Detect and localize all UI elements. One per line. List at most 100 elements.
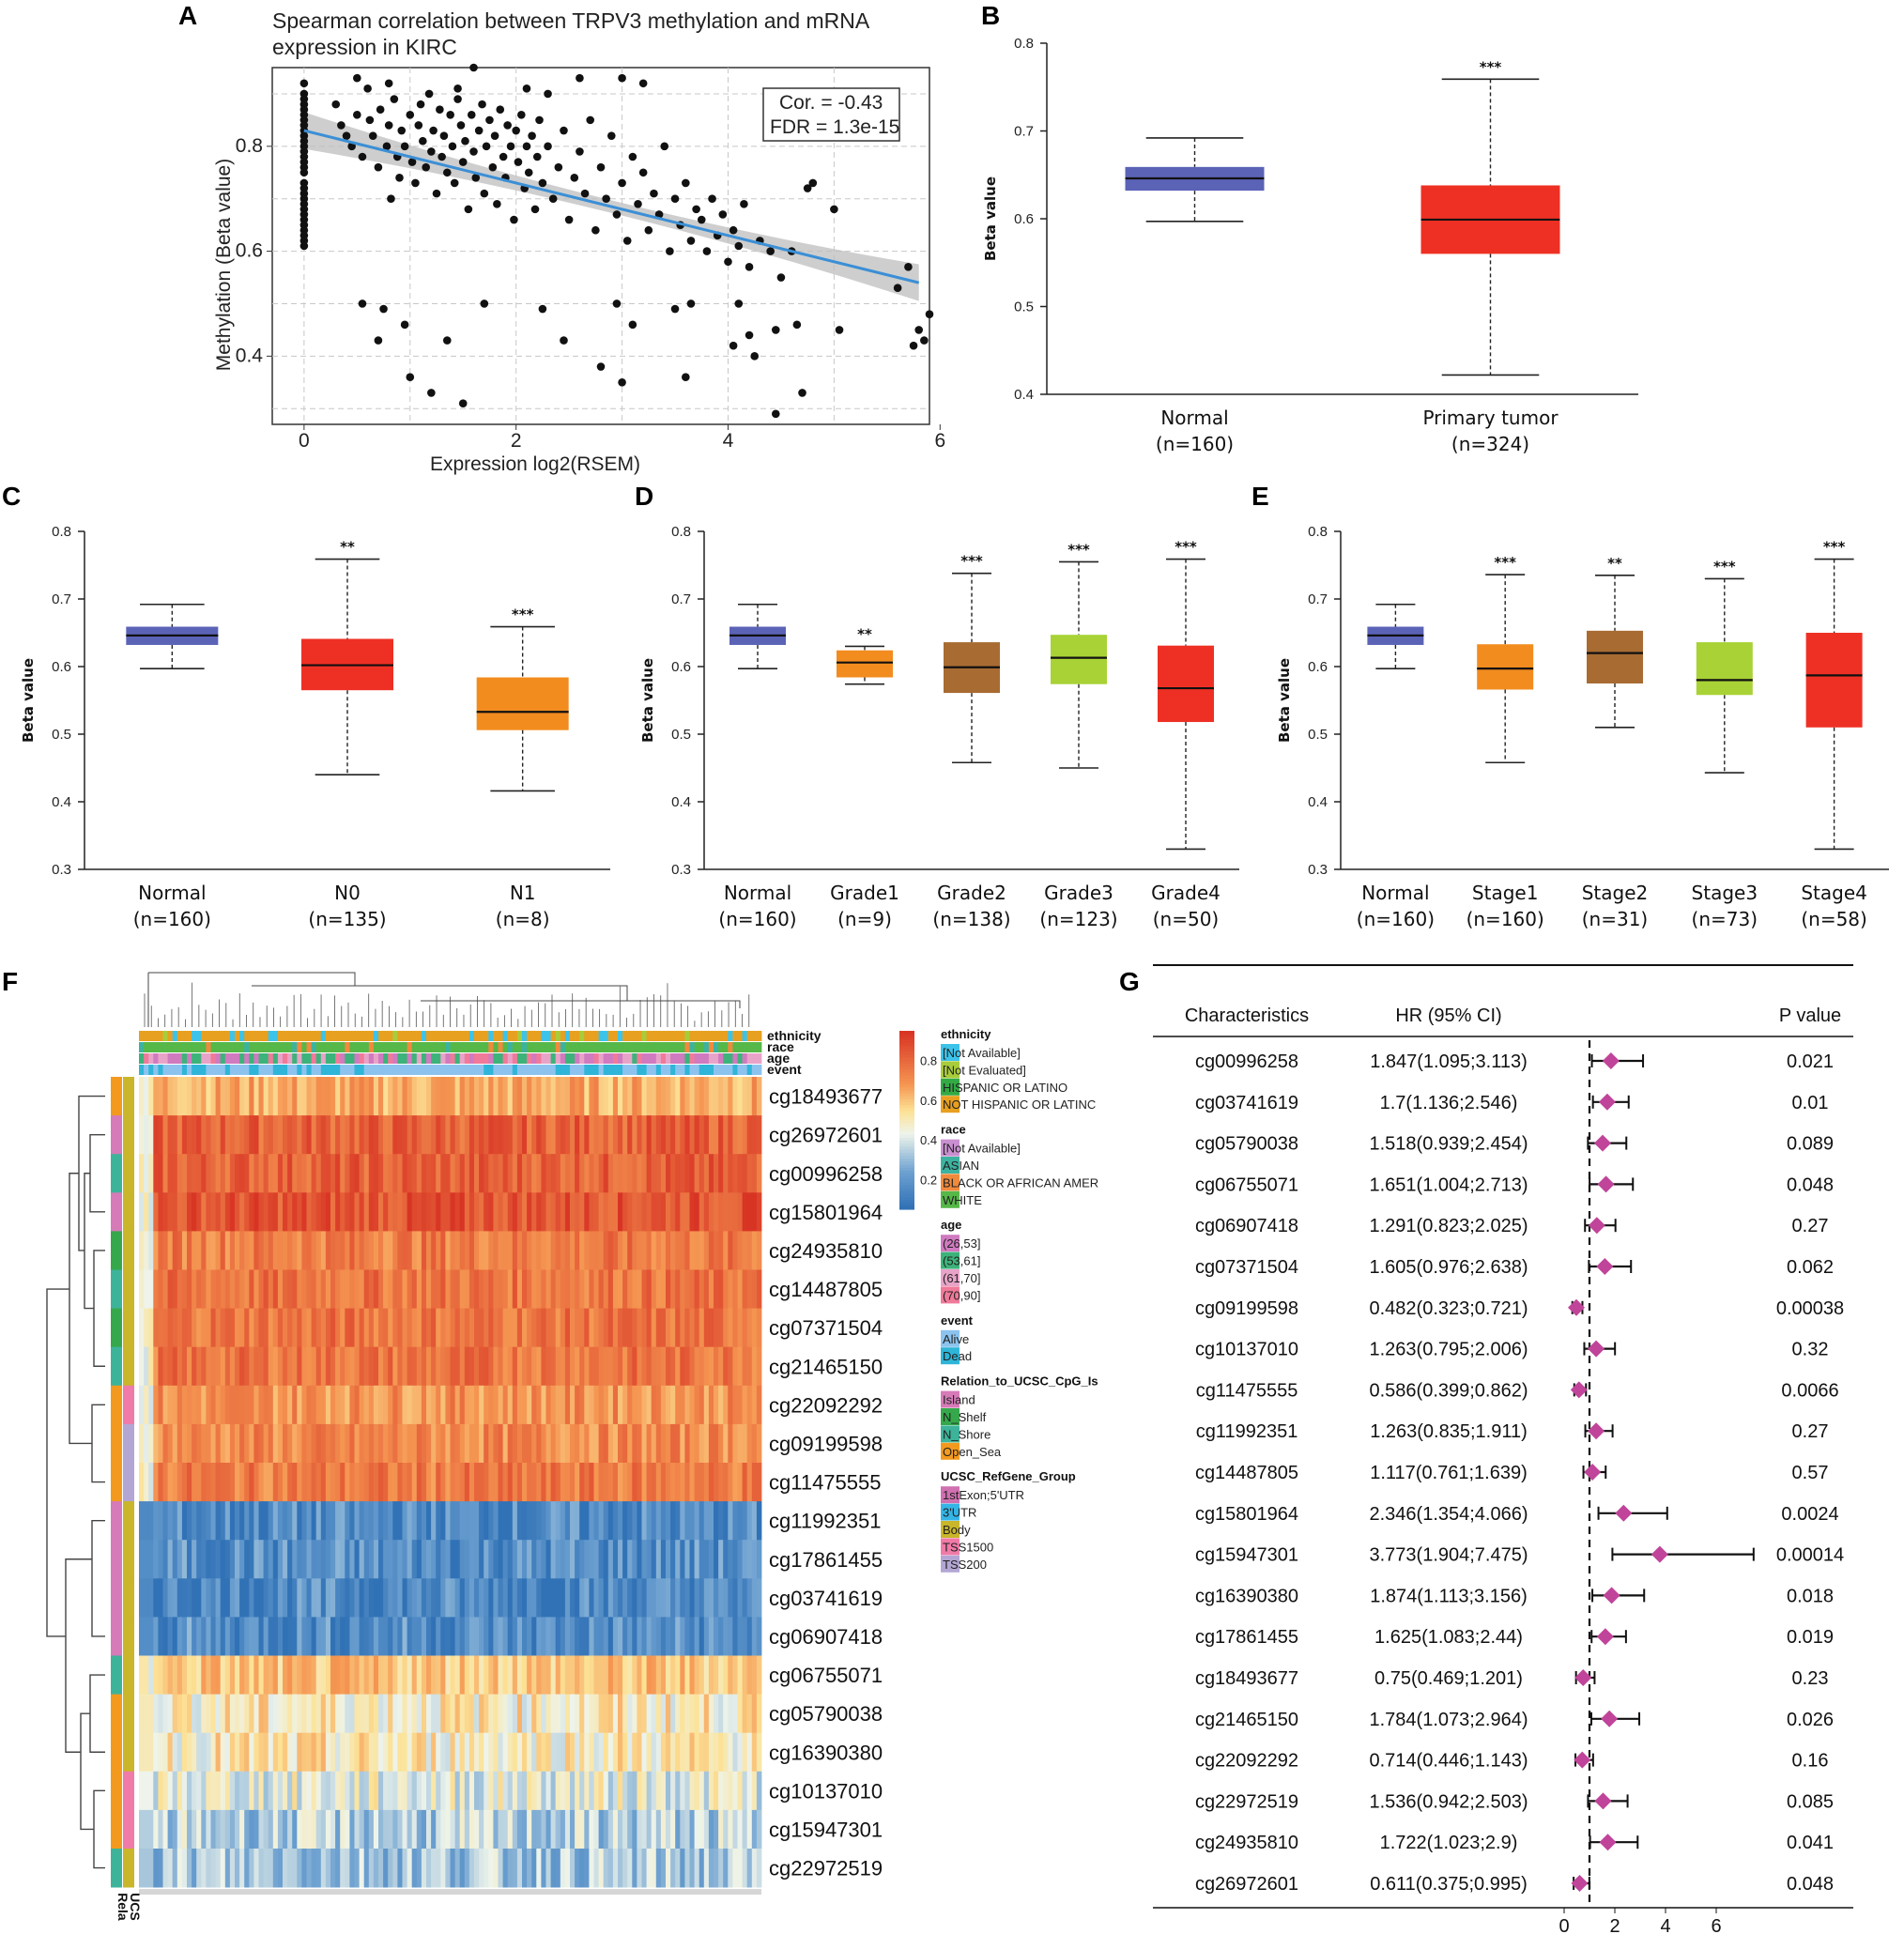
heatmap-cell bbox=[253, 1617, 259, 1656]
heatmap-cell bbox=[416, 1385, 422, 1425]
heatmap-cell bbox=[646, 1308, 653, 1348]
row-probe-label: cg16390380 bbox=[769, 1741, 883, 1764]
heatmap-cell bbox=[373, 1115, 379, 1155]
heatmap-cell bbox=[402, 1231, 407, 1270]
heatmap-cell bbox=[737, 1269, 743, 1309]
heatmap-cell bbox=[646, 1849, 653, 1888]
annotation-track-cell bbox=[215, 1042, 222, 1052]
heatmap-cell bbox=[244, 1617, 250, 1656]
heatmap-cell bbox=[445, 1308, 451, 1348]
annotation-track-cell bbox=[468, 1042, 475, 1052]
annotation-track-cell bbox=[277, 1065, 284, 1075]
heatmap-cell bbox=[320, 1809, 327, 1850]
heatmap-cell bbox=[139, 1463, 145, 1502]
annotation-track-cell bbox=[474, 1031, 480, 1041]
heatmap-cell bbox=[210, 1154, 216, 1193]
heatmap-cell bbox=[560, 1849, 566, 1888]
heatmap-cell bbox=[484, 1385, 489, 1425]
heatmap-cell bbox=[584, 1385, 590, 1425]
heatmap-cell bbox=[187, 1154, 192, 1193]
heatmap-cell bbox=[502, 1655, 509, 1695]
legend-item-label: [Not Available] bbox=[943, 1046, 1021, 1060]
heatmap-cell bbox=[167, 1423, 174, 1464]
heatmap-cell bbox=[502, 1385, 509, 1425]
annotation-track-cell bbox=[139, 1031, 145, 1041]
heatmap-cell bbox=[522, 1385, 528, 1425]
heatmap-cell bbox=[742, 1732, 748, 1773]
annotation-track-cell bbox=[196, 1065, 202, 1075]
scatter-point bbox=[467, 110, 476, 119]
scatter-point bbox=[660, 142, 669, 151]
annotation-track-cell bbox=[756, 1065, 762, 1075]
legend-section-title: UCSC_RefGene_Group bbox=[941, 1469, 1076, 1483]
heatmap-cell bbox=[287, 1385, 293, 1425]
heatmap-cell bbox=[555, 1077, 561, 1116]
heatmap-cell bbox=[144, 1771, 149, 1811]
heatmap-cell bbox=[148, 1501, 154, 1541]
heatmap-cell bbox=[287, 1077, 293, 1116]
heatmap-cell bbox=[416, 1115, 422, 1155]
heatmap-cell bbox=[277, 1655, 284, 1695]
heatmap-cell bbox=[335, 1578, 341, 1618]
heatmap-cell bbox=[148, 1540, 154, 1579]
annotation-track-cell bbox=[421, 1042, 427, 1052]
hazard-ratio-marker bbox=[1603, 1587, 1620, 1604]
annotation-track-cell bbox=[641, 1031, 647, 1041]
heatmap-cell bbox=[383, 1540, 389, 1579]
heatmap-cell bbox=[167, 1463, 174, 1502]
row-dendrogram-branch bbox=[91, 1519, 105, 1637]
heatmap-cell bbox=[603, 1308, 609, 1348]
heatmap-cell bbox=[139, 1385, 145, 1425]
heatmap-cell bbox=[612, 1694, 619, 1734]
heatmap-cell bbox=[297, 1385, 302, 1425]
heatmap-cell bbox=[416, 1694, 422, 1734]
heatmap-cell bbox=[239, 1077, 245, 1116]
row-dendrogram-branch bbox=[89, 1674, 105, 1753]
heatmap-cell bbox=[411, 1655, 418, 1695]
heatmap-cell bbox=[215, 1501, 222, 1541]
row-annotation-group bbox=[123, 1578, 134, 1618]
heatmap-cell bbox=[450, 1231, 455, 1270]
annotation-track-cell bbox=[235, 1065, 240, 1075]
heatmap-cell bbox=[220, 1231, 226, 1270]
annotation-track-cell bbox=[311, 1031, 317, 1041]
heatmap-cell bbox=[244, 1192, 250, 1232]
column-dendrogram-top bbox=[148, 972, 741, 1008]
heatmap-cell bbox=[584, 1732, 590, 1773]
heatmap-cell bbox=[287, 1578, 293, 1618]
annotation-track-cell bbox=[301, 1053, 307, 1064]
heatmap-cell bbox=[397, 1732, 403, 1773]
annotation-track-cell bbox=[579, 1053, 585, 1064]
annotation-track-cell bbox=[177, 1053, 183, 1064]
heatmap-cell bbox=[718, 1154, 724, 1193]
heatmap-cell bbox=[192, 1578, 197, 1618]
heatmap-cell bbox=[440, 1501, 446, 1541]
heatmap-cell bbox=[632, 1655, 637, 1695]
heatmap-cell bbox=[139, 1655, 145, 1695]
annotation-track-cell bbox=[502, 1065, 509, 1075]
colorbar-segment bbox=[899, 1090, 914, 1095]
heatmap-cell bbox=[464, 1308, 470, 1348]
heatmap-cell bbox=[325, 1849, 331, 1888]
scatter-point bbox=[503, 121, 512, 130]
heatmap-cell bbox=[392, 1617, 398, 1656]
heatmap-cell bbox=[301, 1346, 307, 1387]
heatmap-cell bbox=[272, 1578, 279, 1618]
heatmap-cell bbox=[253, 1269, 259, 1309]
heatmap-cell bbox=[507, 1463, 514, 1502]
heatmap-cell bbox=[206, 1115, 211, 1155]
heatmap-cell bbox=[363, 1423, 370, 1464]
significance-marker: *** bbox=[512, 606, 534, 623]
heatmap-cell bbox=[187, 1231, 192, 1270]
heatmap-cell bbox=[239, 1269, 245, 1309]
heatmap-cell bbox=[718, 1694, 724, 1734]
heatmap-cell bbox=[335, 1617, 341, 1656]
annotation-track-cell bbox=[397, 1042, 403, 1052]
heatmap-cell bbox=[612, 1578, 619, 1618]
heatmap-cell bbox=[723, 1308, 729, 1348]
heatmap-cell bbox=[229, 1192, 236, 1232]
heatmap-cell bbox=[694, 1655, 700, 1695]
heatmap-cell bbox=[177, 1154, 183, 1193]
heatmap-cell bbox=[484, 1423, 489, 1464]
annotation-track-cell bbox=[502, 1031, 509, 1041]
